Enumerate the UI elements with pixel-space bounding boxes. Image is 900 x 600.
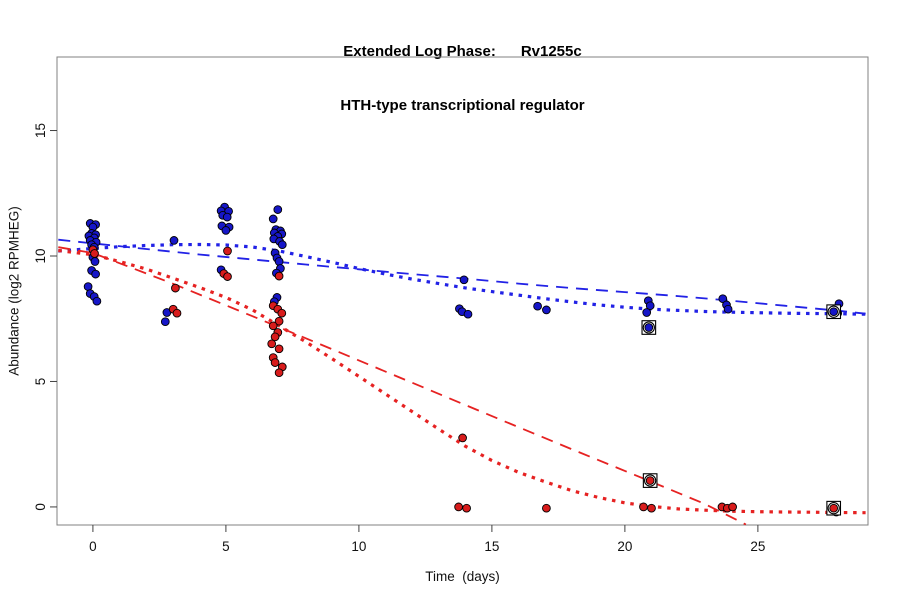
red-replicates-point <box>542 503 551 513</box>
y-tick-label: 0 <box>33 503 48 511</box>
chart-title-line1: Extended Log Phase: Rv1255c <box>343 43 582 60</box>
blue-replicates-point <box>92 296 102 306</box>
outlier-point <box>644 323 654 332</box>
red-replicates-point <box>274 271 284 281</box>
outlier-circle-marker <box>827 305 840 318</box>
red-longdash-fit-curve <box>58 246 747 526</box>
plot-frame <box>56 56 869 526</box>
red-replicates-point <box>462 503 471 513</box>
blue-replicates-point <box>273 205 283 214</box>
blue-replicates-point <box>718 294 728 304</box>
red-replicates-point <box>171 283 180 293</box>
x-tick-label: 10 <box>351 539 366 554</box>
red-replicates-point <box>270 358 280 367</box>
red-replicates-point <box>647 503 656 513</box>
blue-replicates-point <box>169 236 179 245</box>
blue-replicates-point <box>533 301 542 311</box>
red-replicates-point <box>274 316 284 326</box>
blue-replicates-point <box>222 212 232 222</box>
x-tick-label: 5 <box>222 539 230 554</box>
blue-dotted-fit-curve <box>58 242 866 316</box>
x-tick-label: 15 <box>484 539 499 554</box>
red-replicates-point <box>274 344 284 354</box>
red-replicates-point <box>728 502 737 512</box>
blue-replicates-point <box>274 257 284 266</box>
y-tick-label: 15 <box>33 123 48 138</box>
red-replicates-point <box>223 272 232 281</box>
red-replicates-point <box>172 308 182 318</box>
blue-replicates-point <box>90 257 100 266</box>
chart-title-line2: HTH-type transcriptional regulator <box>340 97 585 114</box>
outlier-circle-marker <box>644 474 657 487</box>
red-replicates-point <box>458 433 467 443</box>
y-axis-label: Abundance (log2 RPMHEG) <box>6 206 22 376</box>
red-replicates-point <box>270 332 280 342</box>
red-replicates-point <box>223 246 232 256</box>
blue-replicates-point <box>542 305 551 315</box>
x-tick-label: 0 <box>89 539 97 554</box>
blue-replicates-point <box>160 317 170 327</box>
red-dotted-fit-curve <box>58 248 866 515</box>
red-replicates-point <box>454 502 463 512</box>
outlier-circle-marker <box>827 502 840 515</box>
blue-replicates-point <box>221 226 231 235</box>
blue-replicates-point <box>277 240 287 250</box>
y-tick-label: 10 <box>33 248 48 263</box>
red-replicates-point <box>268 321 278 331</box>
outlier-circle-marker <box>642 321 655 334</box>
red-replicates-point <box>639 502 648 512</box>
x-axis-label: Time (days) <box>425 569 500 584</box>
x-tick-label: 20 <box>617 539 632 554</box>
blue-replicates-point <box>723 304 733 314</box>
blue-replicates-point <box>645 301 655 311</box>
blue-replicates-point <box>642 308 652 317</box>
outlier-point <box>645 476 655 485</box>
blue-replicates-point <box>463 309 473 319</box>
y-tick-label: 5 <box>33 378 48 386</box>
blue-replicates-point <box>268 214 278 224</box>
outlier-point <box>829 503 839 513</box>
x-tick-label: 25 <box>750 539 765 554</box>
red-replicates-point <box>267 339 277 349</box>
blue-replicates-point <box>91 269 100 279</box>
chart-title: Extended Log Phase: Rv1255c HTH-type tra… <box>57 7 868 151</box>
red-replicates-point <box>274 368 284 378</box>
outlier-point <box>829 307 839 317</box>
red-replicates-point <box>277 308 287 318</box>
blue-replicates-point <box>459 275 469 285</box>
red-replicates-point <box>90 249 99 258</box>
